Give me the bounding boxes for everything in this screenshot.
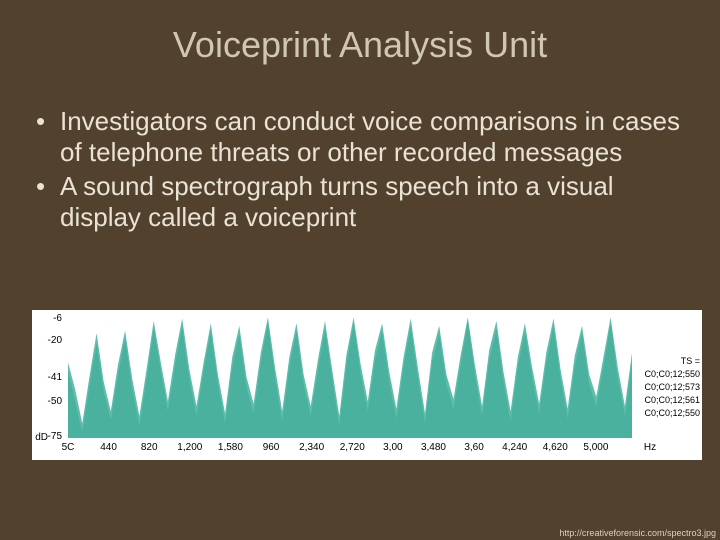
x-axis-tick-label: 4,240 [502, 442, 527, 453]
slide-title: Voiceprint Analysis Unit [0, 0, 720, 66]
legend-item: TS = [681, 356, 700, 366]
x-axis-unit: Hz [644, 442, 656, 453]
legend-item: C0;C0;12;550 [644, 369, 700, 379]
bullet-item: Investigators can conduct voice comparis… [30, 106, 690, 167]
x-axis-tick-label: 960 [263, 442, 280, 453]
spectrogram-figure: -6-20-41-50-75dD5C4408201,2001,5809602,3… [32, 310, 702, 460]
x-axis-tick-label: 3,60 [464, 442, 483, 453]
x-axis-tick-label: 2,340 [299, 442, 324, 453]
x-axis-tick-label: 1,200 [177, 442, 202, 453]
x-axis-tick-label: 440 [100, 442, 117, 453]
x-axis-tick-label: 4,620 [543, 442, 568, 453]
legend-item: C0;C0;12;573 [644, 382, 700, 392]
spectrogram-plot [32, 310, 702, 460]
x-axis-tick-label: 820 [141, 442, 158, 453]
x-axis-tick-label: 2,720 [340, 442, 365, 453]
x-axis-tick-label: 3,00 [383, 442, 402, 453]
y-axis-tick-label: -20 [34, 335, 62, 346]
x-axis-tick-label: 5,000 [583, 442, 608, 453]
x-axis-tick-label: 3,480 [421, 442, 446, 453]
x-axis-tick-label: 5C [62, 442, 75, 453]
x-axis-tick-label: 1,580 [218, 442, 243, 453]
y-axis-label: dD [28, 432, 48, 443]
bullet-list: Investigators can conduct voice comparis… [30, 106, 690, 233]
y-axis-tick-label: -6 [34, 313, 62, 324]
legend-item: C0;C0;12;550 [644, 408, 700, 418]
y-axis-tick-label: -50 [34, 396, 62, 407]
image-citation: http://creativeforensic.com/spectro3.jpg [559, 528, 716, 538]
bullet-item: A sound spectrograph turns speech into a… [30, 171, 690, 232]
slide: Voiceprint Analysis Unit Investigators c… [0, 0, 720, 540]
y-axis-tick-label: -41 [34, 372, 62, 383]
legend-item: C0;C0;12;561 [644, 395, 700, 405]
